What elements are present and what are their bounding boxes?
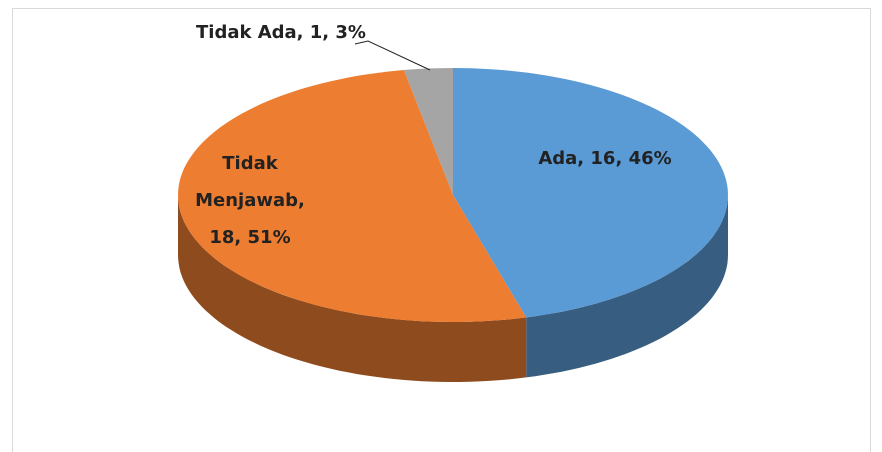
data-label: Tidak Menjawab, 18, 51% [195,153,305,248]
pie-slice [178,70,527,322]
chart-frame [12,8,871,452]
pie-side [526,195,728,378]
data-label: Tidak Ada, 1, 3% [196,22,366,43]
pie-side [178,195,527,382]
pie-slice [453,68,728,318]
leader-line [354,40,431,71]
pie-slice [403,68,453,195]
data-label: Ada, 16, 46% [538,148,672,169]
